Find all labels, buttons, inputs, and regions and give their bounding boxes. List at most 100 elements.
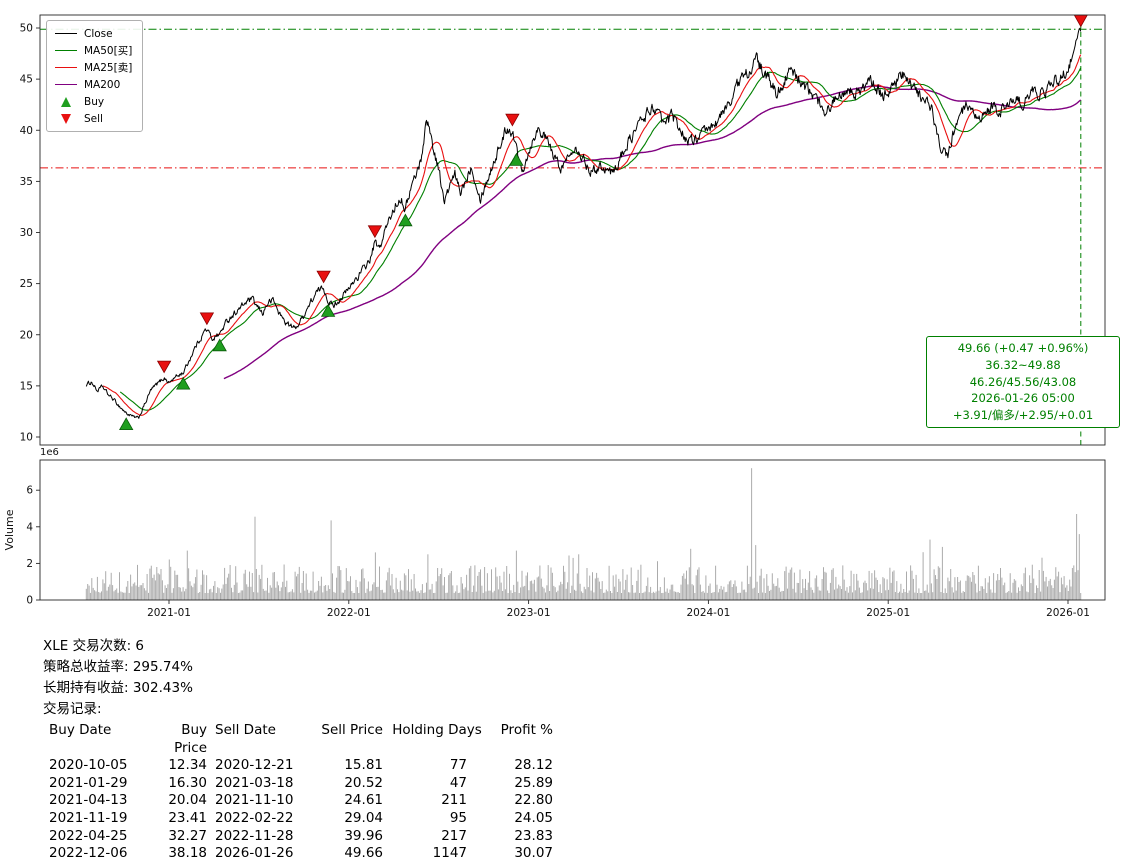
col-header-sell-date: Sell Date bbox=[215, 722, 276, 738]
svg-text:15: 15 bbox=[20, 380, 33, 392]
col-header-buy-date: Buy Date bbox=[49, 722, 112, 738]
legend-item-sell: Sell bbox=[55, 112, 132, 125]
table-row: 2021-01-29 16.30 2021-03-18 20.52 47 25.89 bbox=[43, 775, 553, 793]
table-cell: 20.52 bbox=[344, 774, 383, 791]
info-line-mas: 46.26/45.56/43.08 bbox=[969, 374, 1077, 389]
table-cell: 2020-12-21 bbox=[215, 757, 294, 774]
svg-text:0: 0 bbox=[26, 595, 33, 607]
table-cell: 95 bbox=[449, 809, 467, 826]
legend-item-ma25: MA25[卖] bbox=[55, 61, 132, 74]
svg-text:35: 35 bbox=[20, 176, 33, 188]
table-cell: 217 bbox=[441, 827, 467, 844]
table-cell: 23.83 bbox=[514, 827, 553, 844]
legend-item-ma50: MA50[买] bbox=[55, 44, 132, 57]
table-row: 2020-10-05 12.34 2020-12-21 15.81 77 28.12 bbox=[43, 757, 553, 775]
table-row: 2022-04-25 32.27 2022-11-28 39.96 217 23.83 bbox=[43, 828, 553, 846]
svg-text:20: 20 bbox=[20, 329, 33, 341]
table-cell: 2021-11-19 bbox=[49, 809, 128, 826]
info-line-range: 36.32~49.88 bbox=[985, 357, 1061, 372]
summary-records-title: 交易记录: bbox=[43, 701, 102, 717]
sell-marker-swatch-wrap bbox=[55, 113, 77, 124]
table-cell: 2022-11-28 bbox=[215, 827, 294, 844]
svg-text:6: 6 bbox=[26, 485, 33, 497]
legend-item-ma200: MA200 bbox=[55, 78, 132, 91]
col-header-sell-price: Sell Price bbox=[321, 722, 383, 738]
trades-table: Buy Date Buy Price Sell Date Sell Price … bbox=[43, 722, 553, 863]
chart-legend: Close MA50[买] MA25[卖] MA200 Buy Sell bbox=[46, 20, 144, 132]
svg-text:4: 4 bbox=[26, 521, 33, 533]
svg-text:2024-01: 2024-01 bbox=[686, 607, 730, 619]
svg-text:50: 50 bbox=[20, 23, 33, 35]
legend-label-ma25: MA25[卖] bbox=[84, 62, 133, 74]
legend-item-close: Close bbox=[55, 27, 132, 40]
ma25-line-swatch-wrap bbox=[55, 67, 77, 68]
table-row: 2022-12-06 38.18 2026-01-26 49.66 1147 30.07 bbox=[43, 845, 553, 863]
strategy-summary: XLE 交易次数: 6 策略总收益率: 295.74% 长期持有收益: 302.… bbox=[43, 636, 553, 863]
svg-text:10: 10 bbox=[20, 432, 33, 444]
svg-text:45: 45 bbox=[20, 74, 33, 86]
ma25-line-swatch bbox=[55, 67, 77, 68]
table-cell: 2022-02-22 bbox=[215, 809, 294, 826]
table-cell: 2026-01-26 bbox=[215, 845, 294, 862]
table-cell: 2021-11-10 bbox=[215, 792, 294, 809]
table-cell: 77 bbox=[449, 757, 467, 774]
table-cell: 2021-03-18 bbox=[215, 774, 294, 791]
svg-text:2025-01: 2025-01 bbox=[866, 607, 910, 619]
table-cell: 2021-01-29 bbox=[49, 774, 128, 791]
legend-label-ma50: MA50[买] bbox=[84, 45, 133, 57]
col-header-buy-price: Buy Price bbox=[174, 722, 207, 756]
table-cell: 47 bbox=[449, 774, 467, 791]
table-cell: 16.30 bbox=[168, 774, 207, 791]
table-cell: 20.04 bbox=[168, 792, 207, 809]
legend-label-ma200: MA200 bbox=[84, 78, 121, 91]
ma50-line-swatch-wrap bbox=[55, 50, 77, 51]
table-cell: 2022-12-06 bbox=[49, 845, 128, 862]
table-cell: 2020-10-05 bbox=[49, 757, 128, 774]
buy-triangle-icon bbox=[61, 96, 71, 107]
table-cell: 12.34 bbox=[168, 757, 207, 774]
svg-text:Volume: Volume bbox=[3, 509, 16, 550]
table-cell: 1147 bbox=[432, 845, 467, 862]
legend-label-close: Close bbox=[84, 27, 113, 40]
legend-item-buy: Buy bbox=[55, 95, 132, 108]
table-cell: 49.66 bbox=[344, 845, 383, 862]
summary-holding-return: 长期持有收益: 302.43% bbox=[43, 680, 193, 696]
ma200-line-swatch-wrap bbox=[55, 84, 77, 85]
ma200-line-swatch bbox=[55, 84, 77, 85]
svg-text:2022-01: 2022-01 bbox=[327, 607, 371, 619]
svg-text:40: 40 bbox=[20, 125, 33, 137]
info-line-price: 49.66 (+0.47 +0.96%) bbox=[957, 341, 1089, 355]
table-cell: 32.27 bbox=[168, 827, 207, 844]
legend-label-buy: Buy bbox=[84, 95, 105, 108]
table-cell: 29.04 bbox=[344, 809, 383, 826]
svg-text:1e6: 1e6 bbox=[40, 447, 59, 458]
table-cell: 25.89 bbox=[514, 774, 553, 791]
trades-table-body: 2020-10-05 12.34 2020-12-21 15.81 77 28.12 202… bbox=[43, 757, 553, 863]
price-volume-chart: 10 15 20 25 30 35 40 45 50 0 2 4 6 2021-01 2022-01 2023… bbox=[3, 14, 1106, 619]
svg-text:2021-01: 2021-01 bbox=[147, 607, 191, 619]
svg-text:2023-01: 2023-01 bbox=[507, 607, 551, 619]
close-line-swatch-wrap bbox=[55, 33, 77, 34]
info-line-signal: +3.91/偏多/+2.95/+0.01 bbox=[952, 408, 1094, 423]
table-cell: 39.96 bbox=[344, 827, 383, 844]
table-cell: 24.61 bbox=[344, 792, 383, 809]
table-cell: 22.80 bbox=[514, 792, 553, 809]
sell-triangle-icon bbox=[61, 113, 71, 124]
quote-info-box: 49.66 (+0.47 +0.96%) 36.32~49.88 46.26/4… bbox=[926, 336, 1120, 428]
table-cell: 38.18 bbox=[168, 845, 207, 862]
svg-text:25: 25 bbox=[20, 278, 33, 290]
table-cell: 28.12 bbox=[514, 757, 553, 774]
ma50-line-swatch bbox=[55, 50, 77, 51]
table-cell: 15.81 bbox=[344, 757, 383, 774]
table-cell: 2022-04-25 bbox=[49, 827, 128, 844]
table-header-row: Buy Date Buy Price Sell Date Sell Price … bbox=[43, 722, 553, 757]
summary-strategy-return: 策略总收益率: 295.74% bbox=[43, 659, 193, 675]
svg-text:2: 2 bbox=[26, 558, 33, 570]
table-cell: 23.41 bbox=[168, 809, 207, 826]
summary-trade-count: XLE 交易次数: 6 bbox=[43, 638, 145, 654]
table-row: 2021-04-13 20.04 2021-11-10 24.61 211 22.80 bbox=[43, 792, 553, 810]
svg-text:2026-01: 2026-01 bbox=[1046, 607, 1090, 619]
table-cell: 24.05 bbox=[514, 809, 553, 826]
table-cell: 2021-04-13 bbox=[49, 792, 128, 809]
table-cell: 211 bbox=[441, 792, 467, 809]
